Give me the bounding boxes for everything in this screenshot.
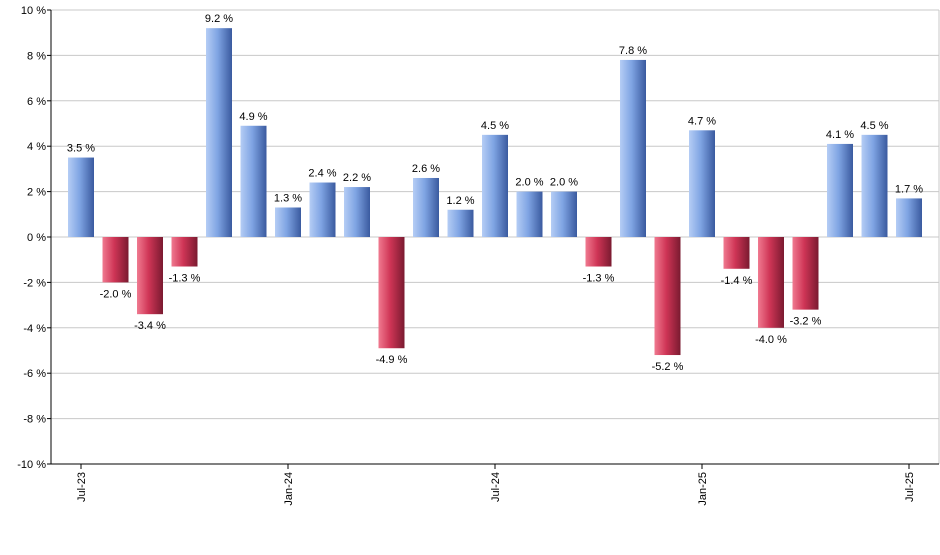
bar-positive bbox=[689, 130, 715, 237]
x-tick-label: Jan-25 bbox=[697, 472, 709, 506]
bar-negative bbox=[723, 237, 750, 269]
bar-positive bbox=[309, 182, 336, 237]
data-label: 2.0 % bbox=[515, 177, 543, 189]
y-tick-label: -8 % bbox=[23, 414, 46, 426]
x-tick-label: Jan-24 bbox=[283, 472, 295, 506]
data-label: -4.9 % bbox=[376, 354, 408, 366]
bar-positive bbox=[413, 177, 439, 237]
x-tick-label: Jul-24 bbox=[490, 472, 502, 502]
data-label: -3.4 % bbox=[134, 320, 166, 332]
data-label: -1.3 % bbox=[169, 273, 201, 285]
y-tick-label: -10 % bbox=[17, 459, 46, 471]
y-tick-label: 10 % bbox=[21, 5, 46, 17]
bars bbox=[68, 28, 922, 356]
data-label: 3.5 % bbox=[67, 143, 95, 155]
bar-negative bbox=[137, 237, 163, 315]
y-tick-label: 6 % bbox=[27, 96, 46, 108]
bar-negative bbox=[585, 237, 612, 267]
data-label: 2.6 % bbox=[412, 163, 440, 175]
data-label: -1.3 % bbox=[583, 273, 615, 285]
bar-positive bbox=[482, 134, 508, 237]
bar-positive bbox=[827, 143, 853, 237]
x-axis: Jul-23 Jan-24 Jul-24 Jan-25 Jul-25 bbox=[51, 463, 939, 506]
data-label: -4.0 % bbox=[755, 334, 787, 346]
data-label: 4.5 % bbox=[481, 120, 509, 132]
data-label: -5.2 % bbox=[652, 361, 684, 373]
y-tick-label: 4 % bbox=[27, 141, 46, 153]
bar-positive bbox=[516, 191, 543, 237]
data-label: 4.1 % bbox=[826, 129, 854, 141]
y-tick-label: 0 % bbox=[27, 232, 46, 244]
data-label: 2.4 % bbox=[308, 168, 336, 180]
bar-positive bbox=[551, 191, 577, 237]
bar-positive bbox=[861, 134, 888, 237]
bar-positive bbox=[68, 157, 94, 237]
y-axis: 10 % 8 % 6 % 4 % 2 % 0 % -2 % -4 % -6 % -8 % -10 % bbox=[17, 5, 52, 471]
y-tick-label: -4 % bbox=[23, 323, 46, 335]
y-tick-label: -2 % bbox=[23, 277, 46, 289]
data-label: 9.2 % bbox=[205, 13, 233, 25]
bar-negative bbox=[758, 237, 784, 328]
data-label: 4.7 % bbox=[688, 115, 716, 127]
bar-negative bbox=[654, 237, 681, 356]
data-label: -2.0 % bbox=[100, 288, 132, 300]
bar-positive bbox=[344, 187, 370, 237]
data-label: 1.2 % bbox=[446, 195, 474, 207]
y-tick-label: -6 % bbox=[23, 368, 46, 380]
bar-negative bbox=[102, 237, 129, 283]
y-tick-label: 8 % bbox=[27, 50, 46, 62]
x-tick-label: Jul-23 bbox=[76, 472, 88, 502]
data-label: 2.0 % bbox=[550, 177, 578, 189]
data-label: 4.5 % bbox=[860, 120, 888, 132]
bar-negative bbox=[792, 237, 819, 310]
bar-positive bbox=[240, 125, 267, 237]
bar-positive bbox=[620, 59, 646, 237]
y-tick-label: 2 % bbox=[27, 187, 46, 199]
data-label: -1.4 % bbox=[721, 275, 753, 287]
data-label: 1.3 % bbox=[274, 192, 302, 204]
bar-negative bbox=[378, 237, 405, 349]
data-label: -3.2 % bbox=[790, 316, 822, 328]
data-label: 1.7 % bbox=[895, 183, 923, 195]
data-labels: 3.5 % -2.0 % -3.4 % -1.3 % 9.2 % 4.9 % 1.3 % 2.… bbox=[67, 13, 923, 373]
data-label: 7.8 % bbox=[619, 45, 647, 57]
bar-negative bbox=[171, 237, 198, 267]
data-label: 4.9 % bbox=[239, 111, 267, 123]
x-tick-label: Jul-25 bbox=[904, 472, 916, 502]
bar-positive bbox=[447, 209, 474, 237]
bar-positive bbox=[896, 198, 922, 237]
bar-positive bbox=[275, 207, 301, 237]
data-label: 2.2 % bbox=[343, 172, 371, 184]
bar-positive bbox=[206, 28, 232, 237]
